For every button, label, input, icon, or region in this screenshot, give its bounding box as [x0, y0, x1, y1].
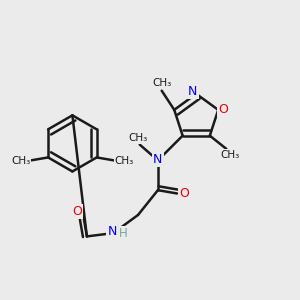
Text: CH₃: CH₃ [128, 133, 147, 143]
Text: H: H [119, 227, 128, 240]
Text: O: O [179, 187, 189, 200]
Text: CH₃: CH₃ [220, 150, 239, 160]
Text: O: O [72, 205, 82, 218]
Text: CH₃: CH₃ [152, 78, 171, 88]
Text: N: N [153, 153, 163, 166]
Text: N: N [107, 225, 117, 238]
Text: O: O [218, 103, 228, 116]
Text: CH₃: CH₃ [11, 156, 30, 166]
Text: CH₃: CH₃ [115, 156, 134, 166]
Text: N: N [188, 85, 198, 98]
